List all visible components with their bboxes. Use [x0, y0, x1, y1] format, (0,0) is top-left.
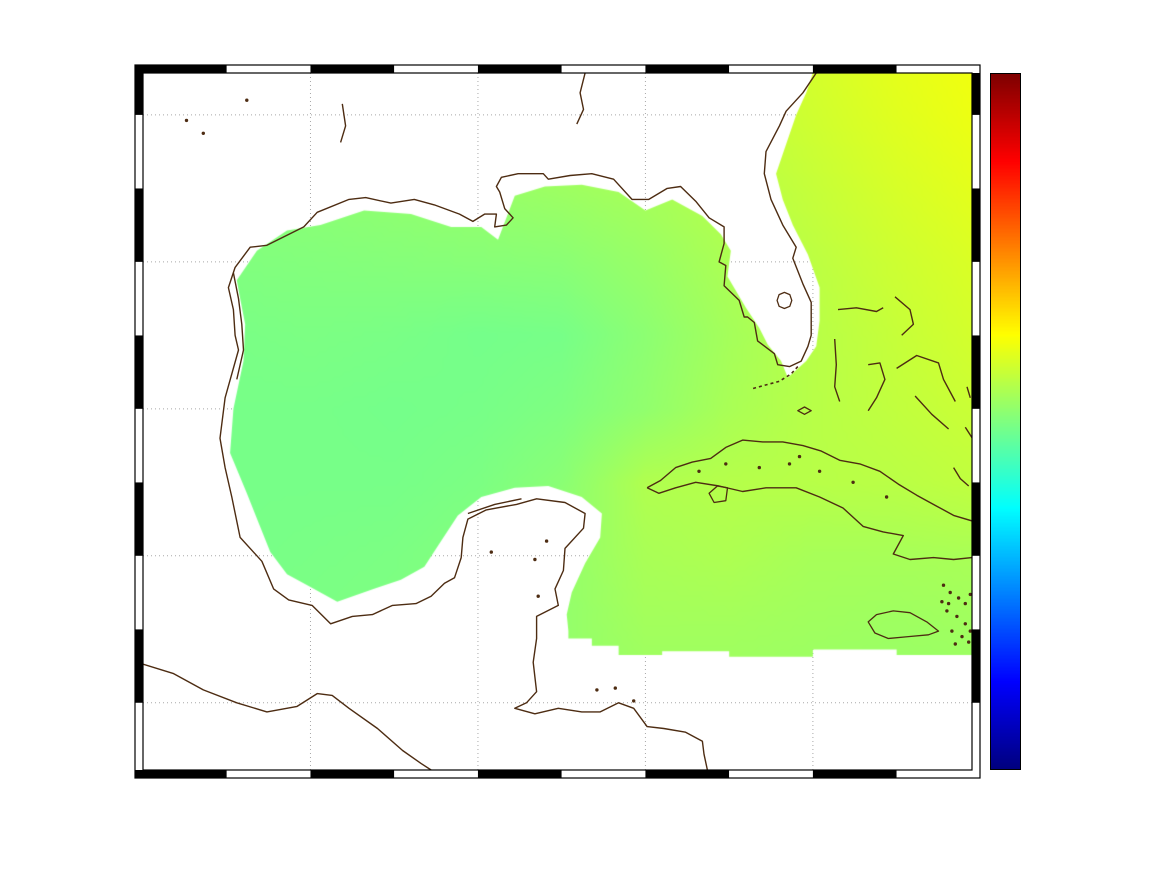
zebra-frame-border	[134, 64, 981, 779]
colorbar-gradient	[991, 74, 1020, 769]
colorbar	[990, 73, 1021, 770]
map-plot-area	[143, 73, 972, 770]
coastline-layer	[143, 73, 972, 770]
pressure-field-heatmap	[143, 73, 972, 770]
